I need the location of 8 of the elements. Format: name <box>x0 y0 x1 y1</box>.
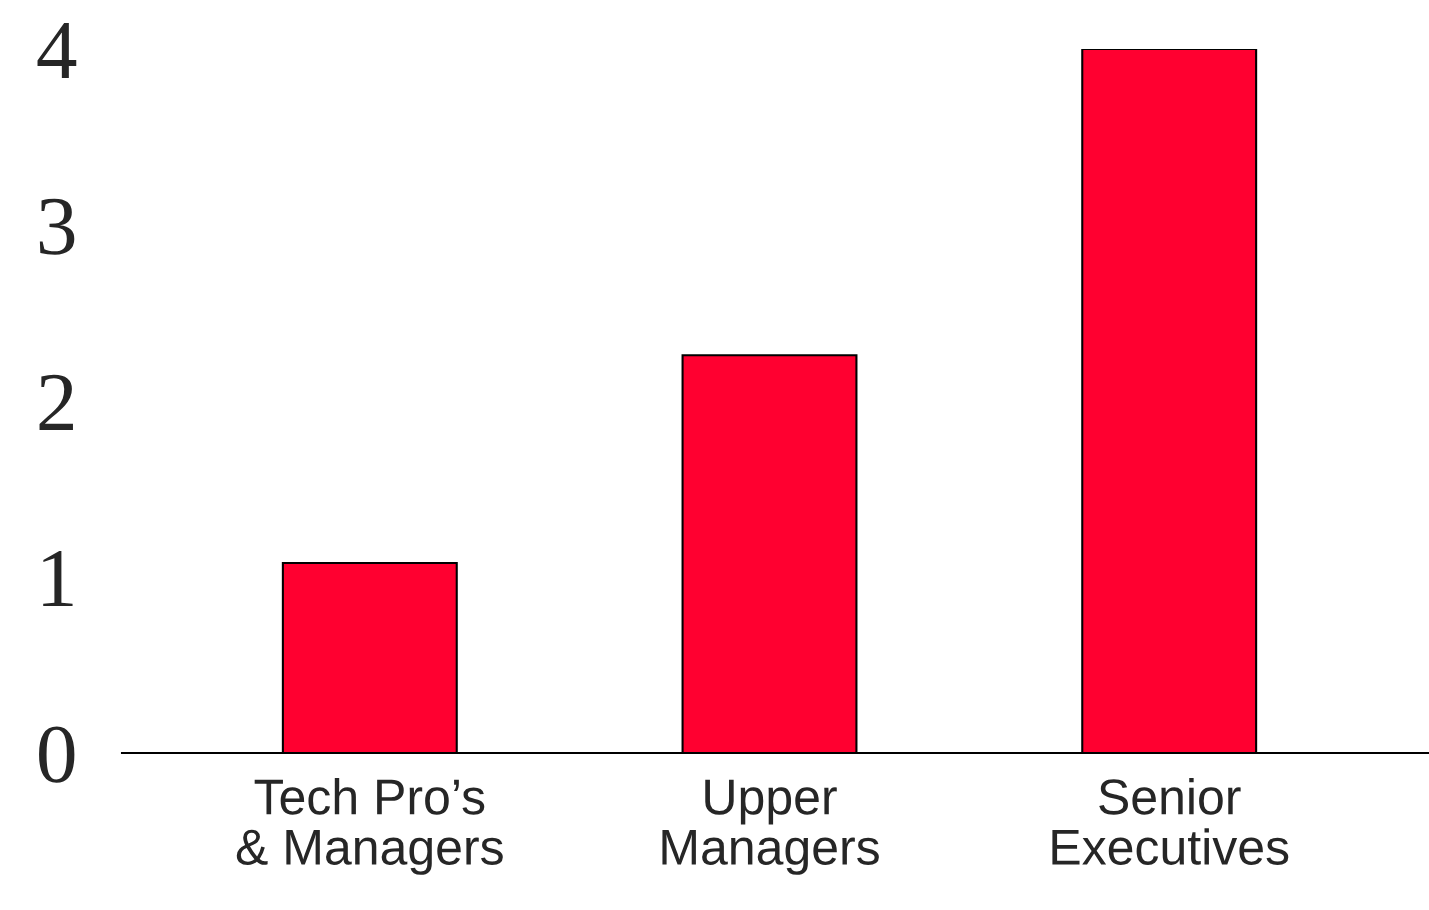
x-tick-label: Tech Pro’s & Managers <box>236 778 503 875</box>
y-tick-label: 2 <box>39 374 73 430</box>
y-tick-label: 3 <box>39 198 75 255</box>
x-tick-label: Senior Executives <box>1052 778 1289 865</box>
x-tick-label: Upper Managers <box>662 779 879 875</box>
y-tick-label: 0 <box>39 726 75 783</box>
y-tick-label: 1 <box>43 550 73 606</box>
y-tick-label: 4 <box>37 23 77 78</box>
